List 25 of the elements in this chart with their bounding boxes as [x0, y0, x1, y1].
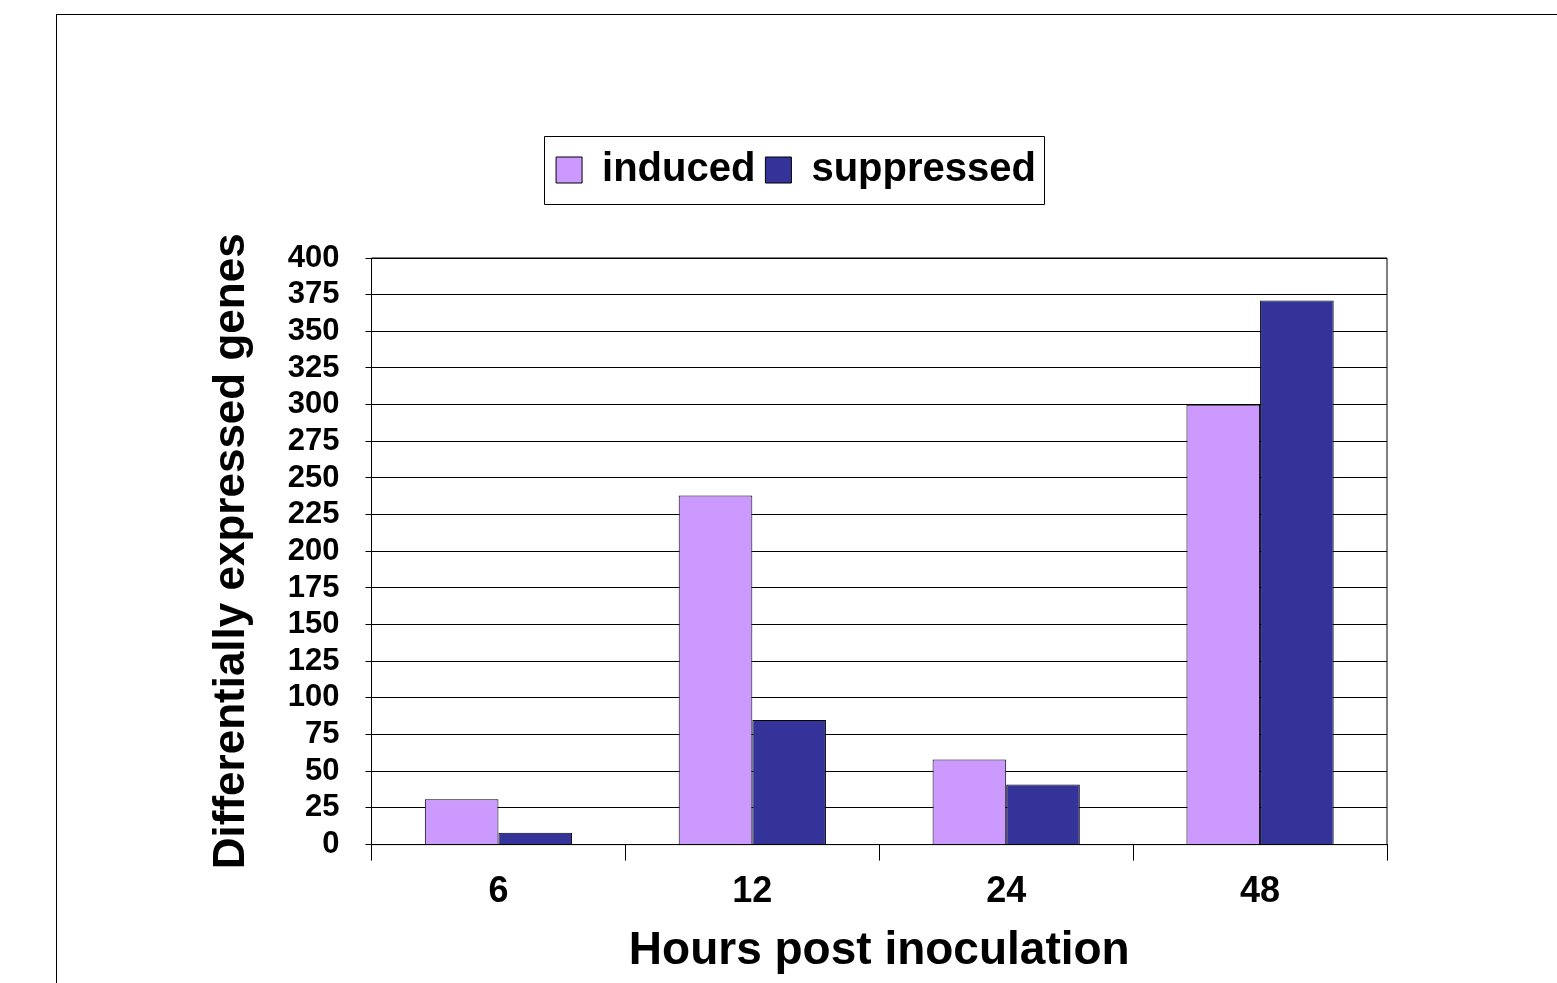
legend-label: suppressed	[811, 145, 1036, 190]
y-tick-label: 100	[287, 678, 340, 714]
x-tick-label: 6	[488, 869, 509, 911]
x-tick-label: 48	[1240, 869, 1281, 911]
y-axis-title: Differentially expressed genes	[203, 233, 253, 870]
y-tick-label: 175	[287, 568, 340, 604]
y-tick-label: 250	[287, 458, 340, 494]
x-tick-label: 12	[732, 869, 773, 911]
x-tick-label: 24	[986, 869, 1027, 911]
y-tick-label: 225	[287, 495, 340, 531]
y-tick-label: 0	[322, 825, 340, 861]
y-tick-label: 75	[305, 715, 340, 751]
y-tick-label: 375	[287, 275, 340, 311]
y-tick-label: 325	[287, 348, 340, 384]
y-tick-label: 275	[287, 421, 340, 457]
y-tick-label: 400	[287, 238, 340, 274]
y-tick-label: 125	[287, 641, 340, 677]
y-tick-label: 50	[305, 751, 340, 787]
y-tick-label: 200	[287, 531, 340, 567]
x-axis-title: Hours post inoculation	[628, 922, 1130, 975]
y-tick-label: 25	[305, 788, 340, 824]
y-tick-label: 300	[287, 385, 340, 421]
legend-label: induced	[602, 145, 756, 190]
y-tick-label: 350	[287, 311, 340, 347]
y-tick-label: 150	[287, 605, 340, 641]
